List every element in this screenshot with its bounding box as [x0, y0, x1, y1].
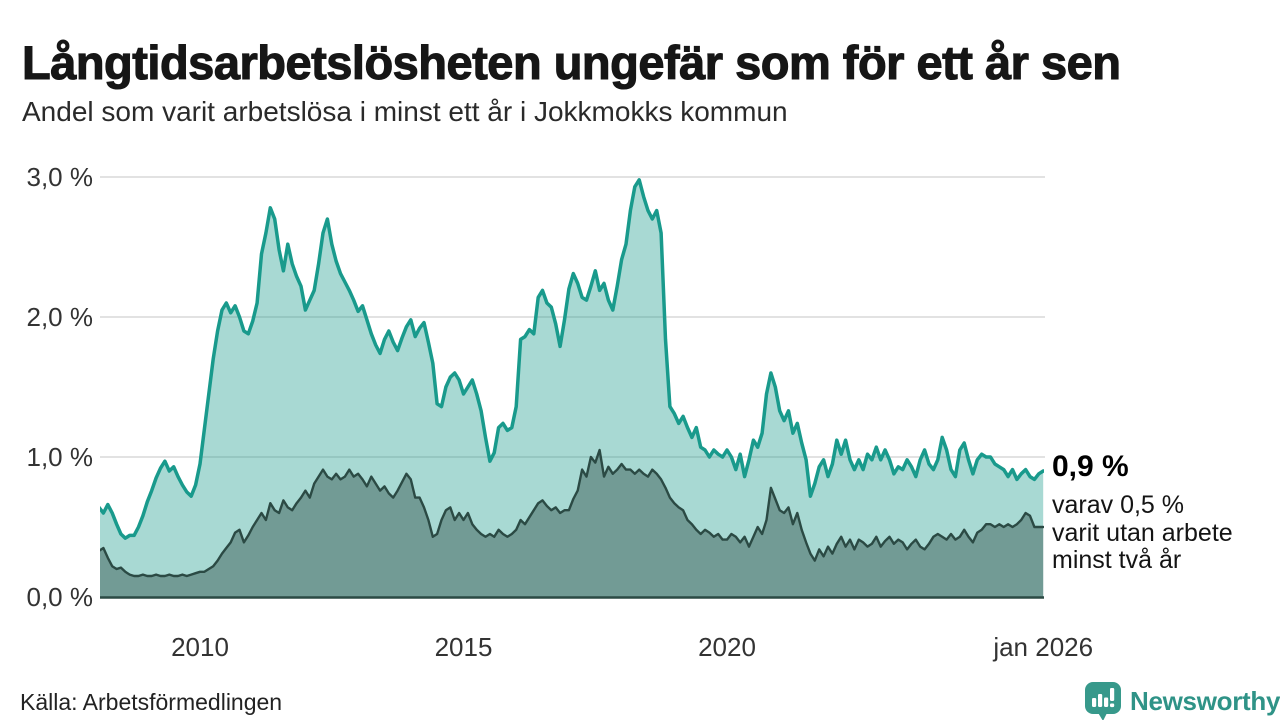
latest-value-label: 0,9 %: [1052, 450, 1129, 483]
series-2-area: [100, 450, 1044, 598]
area-chart: 0,0 % 1,0 % 2,0 % 3,0 % 2010 2015 2020 jan 202…: [27, 162, 1094, 662]
series-2-line: [100, 448, 1044, 578]
series-1-line: [100, 178, 1044, 540]
x-tick-label: jan 2026: [992, 632, 1093, 662]
brand-name: Newsworthy: [1130, 685, 1280, 716]
y-tick-label: 1,0 %: [27, 442, 94, 472]
annotation-detail: varav 0,5 % varit utan arbete minst två …: [1052, 491, 1233, 575]
source-note: Källa: Arbetsförmedlingen: [20, 689, 283, 715]
page-title: Långtidsarbetslösheten ungefär som för e…: [21, 36, 1121, 90]
y-tick-label: 0,0 %: [27, 582, 94, 612]
annotation-line: varav 0,5 %: [1052, 491, 1185, 519]
annotation-line: varit utan arbete: [1052, 518, 1233, 547]
x-tick-label: 2015: [435, 632, 493, 662]
y-tick-label: 3,0 %: [27, 162, 94, 192]
page-subtitle: Andel som varit arbetslösa i minst ett å…: [22, 96, 788, 127]
series-1-area: [100, 179, 1044, 598]
brand-logo: Newsworthy: [1084, 681, 1280, 720]
x-tick-label: 2020: [698, 632, 756, 662]
x-axis-labels: 2010 2015 2020 jan 2026: [171, 632, 1093, 662]
annotation-line: minst två år: [1052, 546, 1182, 574]
newsworthy-icon: [1085, 682, 1121, 720]
y-tick-label: 2,0 %: [27, 302, 94, 332]
y-axis-labels: 0,0 % 1,0 % 2,0 % 3,0 %: [27, 162, 94, 612]
x-tick-label: 2010: [171, 632, 229, 662]
